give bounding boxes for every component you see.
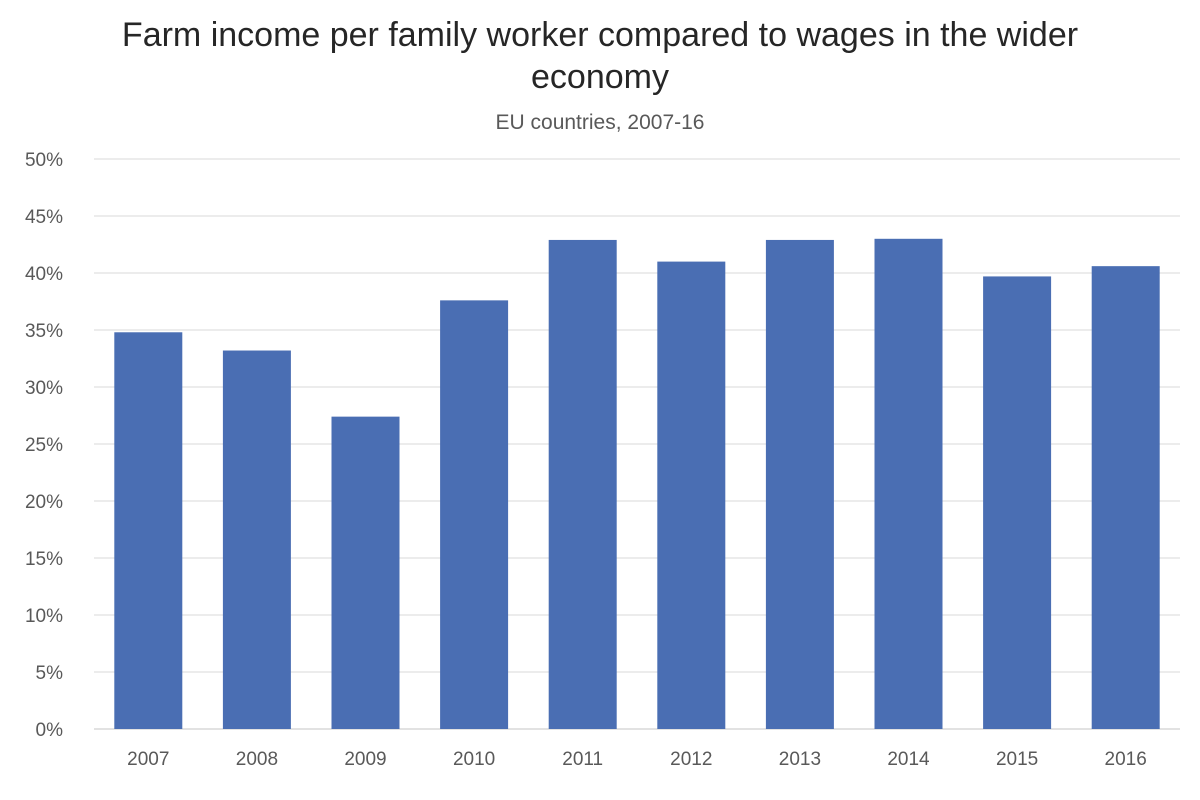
y-tick-label: 20% (25, 492, 63, 513)
x-tick-label: 2008 (236, 749, 278, 770)
bar-2008 (222, 350, 291, 729)
y-axis-tick-labels: 0% 5% 10% 15% 20% 25% 30% 35% 40% 45% 50% (25, 150, 63, 741)
x-tick-label: 2012 (670, 749, 712, 770)
x-tick-label: 2011 (562, 749, 603, 770)
y-tick-label: 40% (25, 264, 63, 285)
y-tick-label: 10% (25, 606, 63, 627)
x-tick-label: 2013 (779, 749, 821, 770)
bar-2016 (1091, 266, 1160, 729)
bar-2015 (983, 276, 1052, 729)
x-tick-label: 2007 (127, 749, 169, 770)
bar-2010 (440, 300, 509, 729)
bar-2011 (548, 239, 617, 729)
chart-title: Farm income per family worker compared t… (121, 16, 1079, 96)
y-tick-label: 35% (25, 321, 63, 342)
x-tick-label: 2016 (1105, 749, 1147, 770)
y-tick-label: 0% (36, 720, 64, 741)
bar-2009 (331, 416, 400, 729)
x-axis-tick-labels: 2007 2008 2009 2010 2011 2012 2013 2014 2015 2016 (127, 749, 1147, 770)
y-tick-label: 30% (25, 378, 63, 399)
bar-2007 (114, 332, 183, 729)
x-tick-label: 2009 (344, 749, 386, 770)
x-tick-label: 2014 (887, 749, 930, 770)
y-tick-label: 50% (25, 150, 63, 171)
y-tick-label: 5% (36, 663, 64, 684)
bar-2014 (874, 238, 943, 730)
y-tick-label: 25% (25, 435, 63, 456)
y-tick-label: 45% (25, 207, 63, 228)
x-tick-label: 2015 (996, 749, 1038, 770)
bar-2013 (765, 239, 834, 729)
bar-2012 (657, 261, 726, 729)
y-tick-label: 15% (25, 549, 63, 570)
chart-subtitle: EU countries, 2007-16 (495, 111, 705, 134)
bars (114, 238, 1160, 730)
x-tick-label: 2010 (453, 749, 495, 770)
